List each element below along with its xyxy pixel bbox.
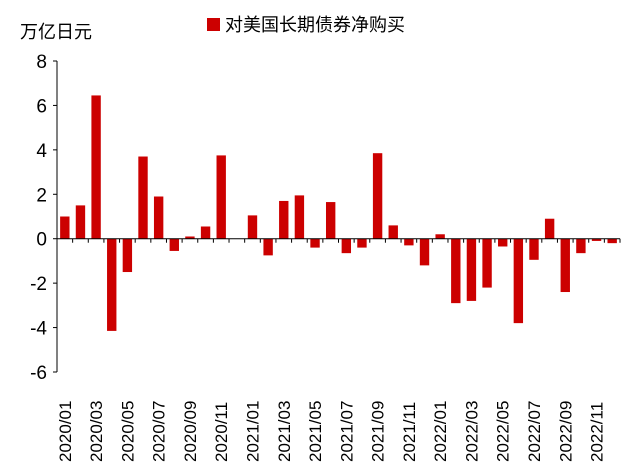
legend-label: 对美国长期债券净购买: [225, 15, 405, 36]
bar-2022-04: [482, 238, 492, 288]
x-tick-label: 2021/05: [306, 401, 325, 462]
x-tick-label: 2022/03: [462, 401, 481, 462]
legend: 对美国长期债券净购买: [207, 15, 405, 36]
y-tick-label: 0: [36, 230, 47, 251]
bar-2021-11: [404, 238, 414, 246]
y-tick-label: -4: [30, 319, 47, 340]
bar-2022-07: [529, 238, 539, 260]
x-axis: 2020/01 2020/03 2020/05 2020/07 2020/09 2020/…: [56, 238, 621, 462]
bar-2021-03: [279, 200, 289, 239]
bar-2022-06: [513, 238, 524, 324]
bar-2020-07: [153, 196, 164, 239]
x-tick-label: 2021/07: [337, 401, 356, 462]
bar-2020-09: [185, 236, 195, 239]
x-tick-label: 2020/11: [212, 402, 231, 462]
bar-2021-01: [247, 215, 258, 239]
bar-2021-05: [310, 238, 320, 248]
bar-2021-02: [263, 238, 273, 256]
bar-2022-12: [607, 238, 617, 244]
bar-2021-04: [294, 195, 305, 239]
x-tick-label: 2020/01: [56, 401, 75, 462]
bars: [60, 95, 617, 331]
bar-2021-12: [419, 238, 430, 266]
bar-2021-06: [325, 202, 336, 239]
y-tick-label: -2: [30, 274, 47, 295]
bar-2022-11: [591, 238, 602, 241]
x-tick-label: 2021/01: [243, 401, 262, 462]
bar-2020-04: [107, 238, 117, 331]
x-tick-label: 2020/09: [181, 401, 200, 462]
bar-2020-03: [91, 95, 101, 239]
bar-2020-02: [75, 205, 86, 239]
x-tick-label: 2022/05: [494, 401, 513, 462]
y-axis: 8 6 4 2 0 -2 -4 -6: [30, 52, 58, 384]
bar-2022-02: [451, 238, 461, 304]
bar-2020-05: [122, 238, 133, 273]
y-axis-unit-label: 万亿日元: [20, 22, 92, 43]
bar-2021-07: [341, 238, 352, 254]
bar-2020-08: [169, 238, 179, 251]
y-tick-label: 2: [36, 185, 47, 206]
legend-swatch: [207, 18, 220, 31]
bar-2020-01: [60, 216, 70, 239]
bar-2022-09: [560, 238, 570, 293]
x-tick-label: 2022/01: [431, 401, 450, 462]
bar-2022-03: [466, 238, 477, 301]
y-tick-label: 8: [36, 52, 47, 73]
bar-2021-10: [388, 225, 398, 239]
x-tick-label: 2022/09: [556, 401, 575, 462]
y-tick-label: -6: [30, 363, 47, 384]
x-tick-label: 2020/03: [87, 401, 106, 462]
y-tick-label: 4: [36, 141, 47, 162]
x-tick-label: 2022/07: [525, 401, 544, 462]
bar-2020-06: [138, 156, 148, 239]
x-tick-label: 2020/07: [150, 401, 169, 462]
bar-2022-05: [498, 238, 508, 247]
x-tick-label: 2020/05: [118, 401, 137, 462]
bar-2021-08: [357, 238, 367, 248]
bar-2022-10: [576, 238, 586, 254]
x-tick-label: 2022/11: [588, 402, 607, 462]
x-tick-label: 2021/11: [400, 402, 419, 462]
bar-2022-01: [435, 234, 445, 239]
bar-2020-10: [200, 226, 211, 239]
bar-2020-11: [216, 155, 226, 239]
x-tick-label: 2021/03: [275, 401, 294, 462]
y-tick-label: 6: [36, 96, 47, 117]
bar-2021-09: [372, 153, 383, 239]
x-tick-label: 2021/09: [369, 401, 388, 462]
bar-2022-08: [544, 218, 555, 239]
